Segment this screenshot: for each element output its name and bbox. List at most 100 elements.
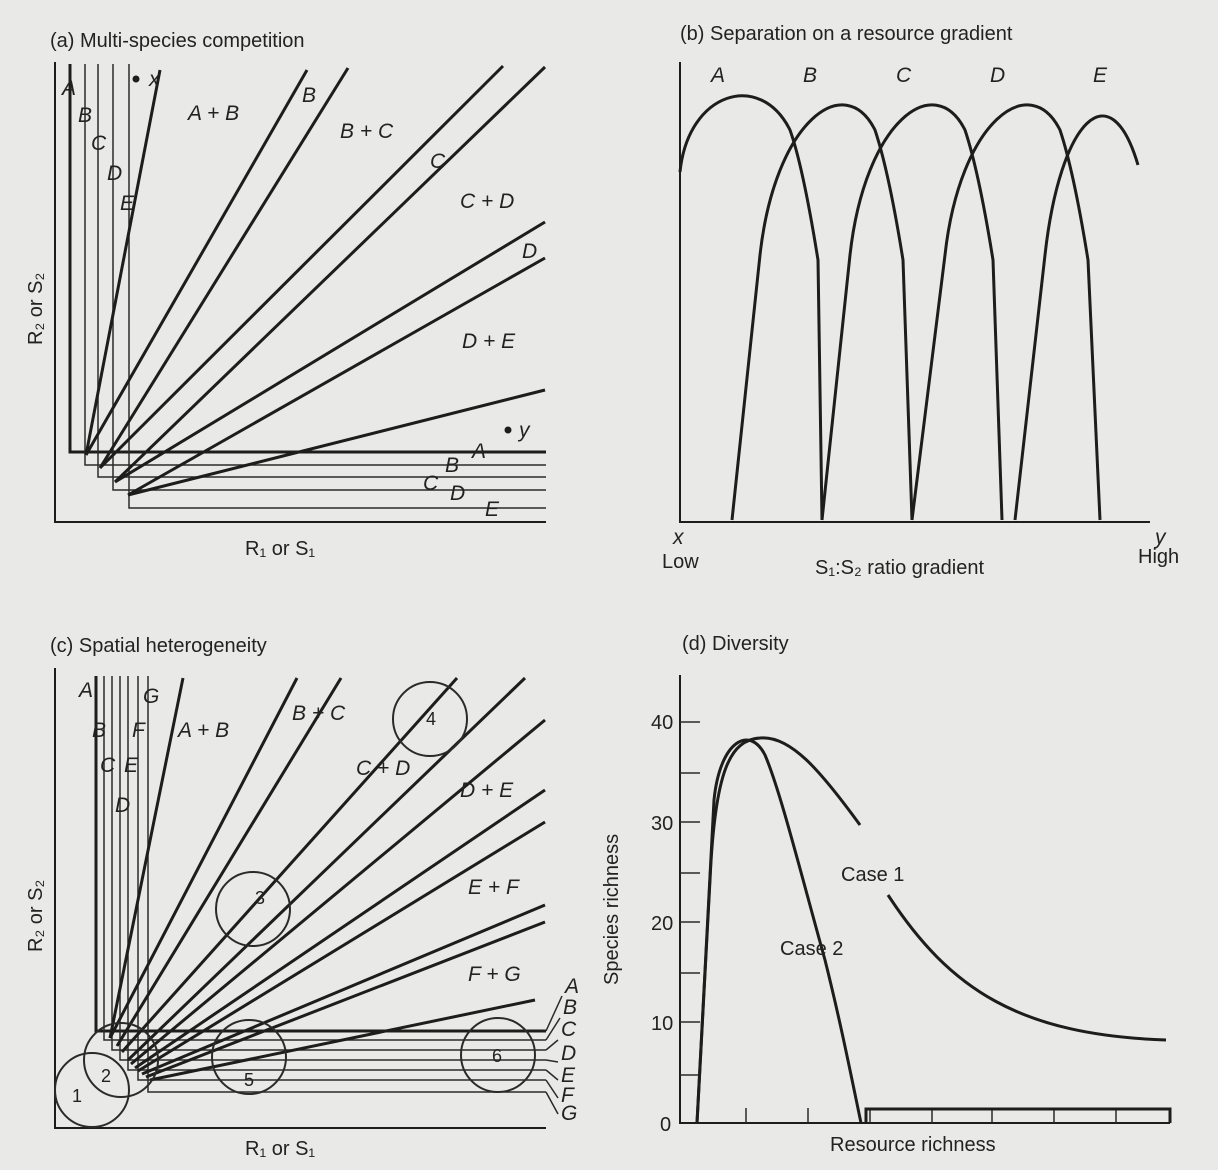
region-b-c: B + C (340, 120, 394, 143)
top-label-c-c: C (100, 754, 116, 777)
ytick-10: 10 (651, 1013, 673, 1035)
zngi-c-e (127, 676, 546, 1071)
patch-1: 1 (54, 1052, 130, 1128)
zero-richness-bar (864, 1107, 1172, 1123)
panel-c: (c) Spatial heterogeneity A B C D E (25, 635, 579, 1160)
panel-d-axes (679, 675, 1170, 1124)
region-c-e-f: E + F (468, 876, 520, 899)
point-x-label: x (148, 68, 161, 91)
right-label-c-g: G (561, 1102, 577, 1125)
gradient-low-label: Low (662, 551, 699, 573)
right-label-c-c: C (561, 1018, 577, 1041)
panel-b: (b) Separation on a resource gradient A … (662, 23, 1179, 579)
panel-c-xlabel: R₁ or S₁ (245, 1138, 315, 1160)
patch-4-label: 4 (426, 709, 436, 729)
patch-5: 5 (211, 1019, 287, 1095)
case-1-curve-lower (886, 894, 1167, 1042)
curve-label-b: B (803, 64, 817, 87)
ytick-40: 40 (651, 712, 673, 734)
panel-a-ylabel: R₂ or S₂ (25, 273, 47, 345)
right-label-c-a: A (563, 975, 579, 998)
zngi-c-b (103, 676, 546, 1041)
right-label-d: D (450, 482, 465, 505)
right-label-a: A (470, 440, 486, 463)
resource-curves (678, 94, 1140, 521)
region-c: C (430, 150, 446, 173)
panel-b-title: (b) Separation on a resource gradient (680, 23, 1013, 45)
curve-label-d: D (990, 64, 1005, 87)
zngi-b (84, 64, 546, 466)
top-label-c-a: A (77, 679, 93, 702)
right-label-c: C (423, 472, 439, 495)
region-c-a-b: A + B (176, 719, 229, 742)
patch-4: 4 (392, 681, 468, 757)
patch-2-label: 2 (101, 1066, 111, 1086)
panel-c-title: (c) Spatial heterogeneity (50, 635, 267, 657)
y-ticks (680, 721, 700, 1076)
top-label-b: B (78, 104, 92, 127)
right-label-c-d: D (561, 1042, 576, 1065)
curve-label-e: E (1093, 64, 1108, 87)
top-label-c: C (91, 132, 107, 155)
case-2-label: Case 2 (780, 938, 843, 960)
zngi-c-d (119, 676, 546, 1061)
curve-label-a: A (709, 64, 725, 87)
region-d: D (522, 240, 537, 263)
top-label-c-f: F (132, 719, 146, 742)
panel-c-axes (54, 668, 546, 1129)
right-label-leaders (545, 995, 563, 1115)
region-c-c-d: C + D (356, 757, 410, 780)
point-y-label: y (517, 419, 531, 442)
gradient-low-point: x (672, 526, 685, 549)
zngi-d (112, 64, 546, 491)
region-c-f-g: F + G (468, 963, 521, 986)
top-label-c-e: E (124, 754, 139, 777)
patch-6-label: 6 (492, 1046, 502, 1066)
panel-d: (d) Diversity 40 30 20 10 0 (601, 633, 1172, 1156)
top-label-c-d: D (115, 794, 130, 817)
curve-b (730, 103, 914, 521)
zngi-c-c (111, 676, 546, 1051)
top-label-d: D (107, 162, 122, 185)
curve-c (820, 103, 1004, 521)
patch-2: 2 (83, 1022, 159, 1098)
right-label-c-b: B (563, 996, 577, 1019)
region-a-b: A + B (186, 102, 239, 125)
gradient-high-point: y (1153, 526, 1167, 549)
ytick-30: 30 (651, 813, 673, 835)
panel-c-ylabel: R₂ or S₂ (25, 880, 47, 952)
panel-a-axes (54, 62, 546, 523)
region-c-b-c: B + C (292, 702, 346, 725)
ytick-0: 0 (660, 1114, 671, 1136)
patch-1-label: 1 (72, 1086, 82, 1106)
gradient-high-label: High (1138, 546, 1179, 568)
zngi-e (128, 64, 546, 509)
curve-a (678, 94, 824, 521)
ytick-20: 20 (651, 913, 673, 935)
curve-d (910, 103, 1102, 521)
patch-3: 3 (215, 871, 291, 947)
curve-e (1013, 114, 1140, 521)
curve-label-c: C (896, 64, 912, 87)
right-label-c-e: E (561, 1064, 576, 1087)
right-label-c-f: F (561, 1084, 575, 1107)
panel-d-xlabel: Resource richness (830, 1134, 996, 1156)
region-c-d-e: D + E (460, 779, 514, 802)
case-1-label: Case 1 (841, 864, 904, 886)
panel-b-axes (679, 62, 1150, 523)
panel-a: (a) Multi-species competition A B C D E … (25, 30, 547, 560)
patch-5-label: 5 (244, 1070, 254, 1090)
panel-a-title: (a) Multi-species competition (50, 30, 305, 52)
top-label-c-g: G (143, 685, 159, 708)
zngi-c-a (94, 676, 546, 1033)
zngi-c-f (137, 676, 546, 1081)
zngi-c (97, 64, 546, 478)
patch-3-label: 3 (255, 888, 265, 908)
patch-6: 6 (460, 1017, 536, 1093)
region-c-d: C + D (460, 190, 514, 213)
panel-a-xlabel: R₁ or S₁ (245, 538, 315, 560)
top-label-a: A (60, 77, 76, 100)
right-label-b: B (445, 454, 459, 477)
case-1-curve-upper (695, 736, 862, 1124)
